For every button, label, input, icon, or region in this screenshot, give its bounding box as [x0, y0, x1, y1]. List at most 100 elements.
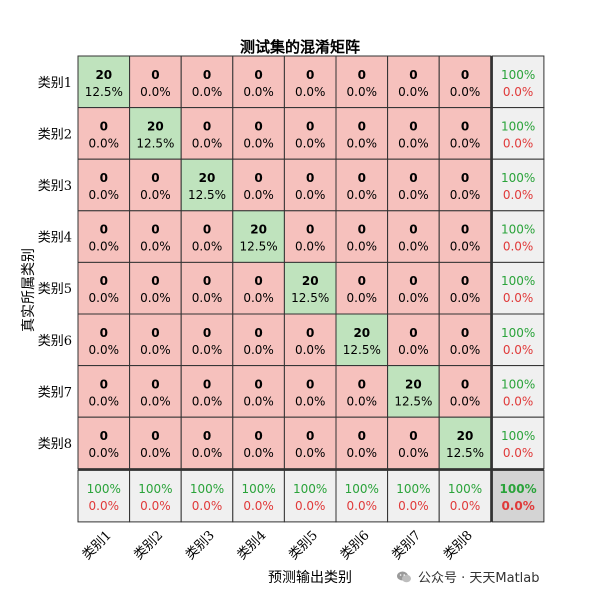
- cell-count: 0: [461, 68, 469, 82]
- matrix-cell: [232, 107, 285, 160]
- cell-percent: 0.0%: [192, 85, 223, 99]
- row-tick-label: 类别6: [38, 334, 72, 349]
- watermark: 公众号 · 天天Matlab: [396, 567, 540, 586]
- cell-percent: 0.0%: [140, 394, 171, 408]
- col-summary-wrong: 0.0%: [295, 499, 326, 513]
- col-summary-cell: [232, 469, 285, 523]
- cell-percent: 0.0%: [192, 136, 223, 150]
- cell-count: 0: [100, 223, 108, 237]
- row-summary-wrong: 0.0%: [503, 136, 534, 150]
- cell-percent: 0.0%: [295, 136, 326, 150]
- cell-count: 0: [254, 119, 262, 133]
- col-summary-wrong: 0.0%: [140, 499, 171, 513]
- cell-percent: 0.0%: [89, 291, 120, 305]
- cell-percent: 12.5%: [343, 343, 381, 357]
- matrix-cell: [387, 416, 440, 470]
- row-summary-cell: [491, 210, 545, 263]
- cell-count: 0: [203, 223, 211, 237]
- row-summary-wrong: 0.0%: [503, 85, 534, 99]
- col-summary-wrong: 0.0%: [192, 499, 223, 513]
- row-tick-label: 类别1: [38, 76, 72, 91]
- cell-count: 0: [409, 326, 417, 340]
- col-tick-label: 类别1: [80, 528, 115, 563]
- row-summary-cell: [491, 55, 545, 109]
- cell-count: 20: [457, 429, 474, 443]
- row-summary-correct: 100%: [501, 119, 535, 133]
- matrix-cell: [180, 416, 234, 470]
- row-summary-correct: 100%: [501, 274, 535, 288]
- row-summary-correct: 100%: [501, 429, 535, 443]
- cell-count: 20: [250, 223, 267, 237]
- row-summary-correct: 100%: [501, 223, 535, 237]
- row-tick-label: 类别3: [38, 179, 72, 194]
- cell-percent: 0.0%: [140, 446, 171, 460]
- cell-count: 0: [203, 326, 211, 340]
- cell-percent: 0.0%: [398, 85, 429, 99]
- col-tick-label: 类别7: [389, 528, 424, 563]
- cell-percent: 0.0%: [89, 446, 120, 460]
- cell-percent: 0.0%: [398, 136, 429, 150]
- cell-percent: 0.0%: [140, 343, 171, 357]
- cell-percent: 0.0%: [398, 240, 429, 254]
- cell-percent: 0.0%: [243, 394, 274, 408]
- cell-percent: 0.0%: [347, 394, 378, 408]
- matrix-cell: [438, 416, 492, 470]
- matrix-cells: 20 12.5% 0 0.0% 0 0.0% 0 0.0% 0 0.0% 0 0.0% 0 0.0% 0 0.…: [77, 55, 545, 523]
- cell-count: 0: [358, 68, 366, 82]
- cell-percent: 0.0%: [295, 343, 326, 357]
- row-summary-wrong: 0.0%: [503, 394, 534, 408]
- overall-correct: 100%: [500, 482, 537, 496]
- matrix-cell: [283, 107, 337, 160]
- cell-percent: 12.5%: [240, 240, 278, 254]
- cell-percent: 12.5%: [85, 85, 123, 99]
- row-summary-wrong: 0.0%: [503, 291, 534, 305]
- cell-percent: 0.0%: [89, 136, 120, 150]
- matrix-cell: [335, 210, 389, 263]
- cell-count: 20: [199, 171, 216, 185]
- row-summary-correct: 100%: [501, 68, 535, 82]
- cell-count: 0: [151, 171, 159, 185]
- cell-count: 0: [151, 429, 159, 443]
- cell-count: 0: [254, 68, 262, 82]
- x-axis-title: 预测输出类别: [268, 570, 352, 586]
- matrix-cell: [283, 158, 337, 212]
- matrix-cell: [129, 313, 182, 367]
- matrix-cell: [232, 365, 285, 418]
- col-tick-label: 类别5: [286, 528, 321, 563]
- matrix-cell: [77, 365, 131, 418]
- cell-count: 0: [358, 223, 366, 237]
- cell-count: 0: [358, 171, 366, 185]
- cell-count: 0: [306, 68, 314, 82]
- cell-count: 0: [100, 274, 108, 288]
- cell-count: 0: [461, 274, 469, 288]
- cell-count: 0: [100, 377, 108, 391]
- col-summary-correct: 100%: [293, 482, 327, 496]
- wechat-icon: [397, 571, 411, 582]
- row-tick-label: 类别2: [38, 127, 72, 142]
- cell-count: 0: [100, 429, 108, 443]
- matrix-cell: [232, 313, 285, 367]
- cell-count: 0: [100, 326, 108, 340]
- cell-percent: 0.0%: [450, 85, 481, 99]
- col-summary-wrong: 0.0%: [398, 499, 429, 513]
- cell-count: 0: [306, 171, 314, 185]
- row-tick-label: 类别8: [38, 437, 72, 452]
- cell-count: 0: [203, 274, 211, 288]
- matrix-cell: [180, 158, 234, 212]
- cell-count: 0: [409, 171, 417, 185]
- cell-count: 0: [254, 326, 262, 340]
- matrix-cell: [387, 55, 440, 109]
- cell-count: 0: [358, 429, 366, 443]
- matrix-cell: [283, 55, 337, 109]
- cell-percent: 0.0%: [450, 343, 481, 357]
- matrix-cell: [335, 55, 389, 109]
- cell-count: 0: [306, 326, 314, 340]
- matrix-cell: [438, 365, 492, 418]
- cell-count: 0: [254, 377, 262, 391]
- cell-count: 0: [151, 274, 159, 288]
- cell-percent: 0.0%: [347, 240, 378, 254]
- cell-percent: 0.0%: [89, 240, 120, 254]
- cell-count: 0: [409, 68, 417, 82]
- col-tick-label: 类别6: [338, 528, 373, 563]
- matrix-cell: [77, 313, 131, 367]
